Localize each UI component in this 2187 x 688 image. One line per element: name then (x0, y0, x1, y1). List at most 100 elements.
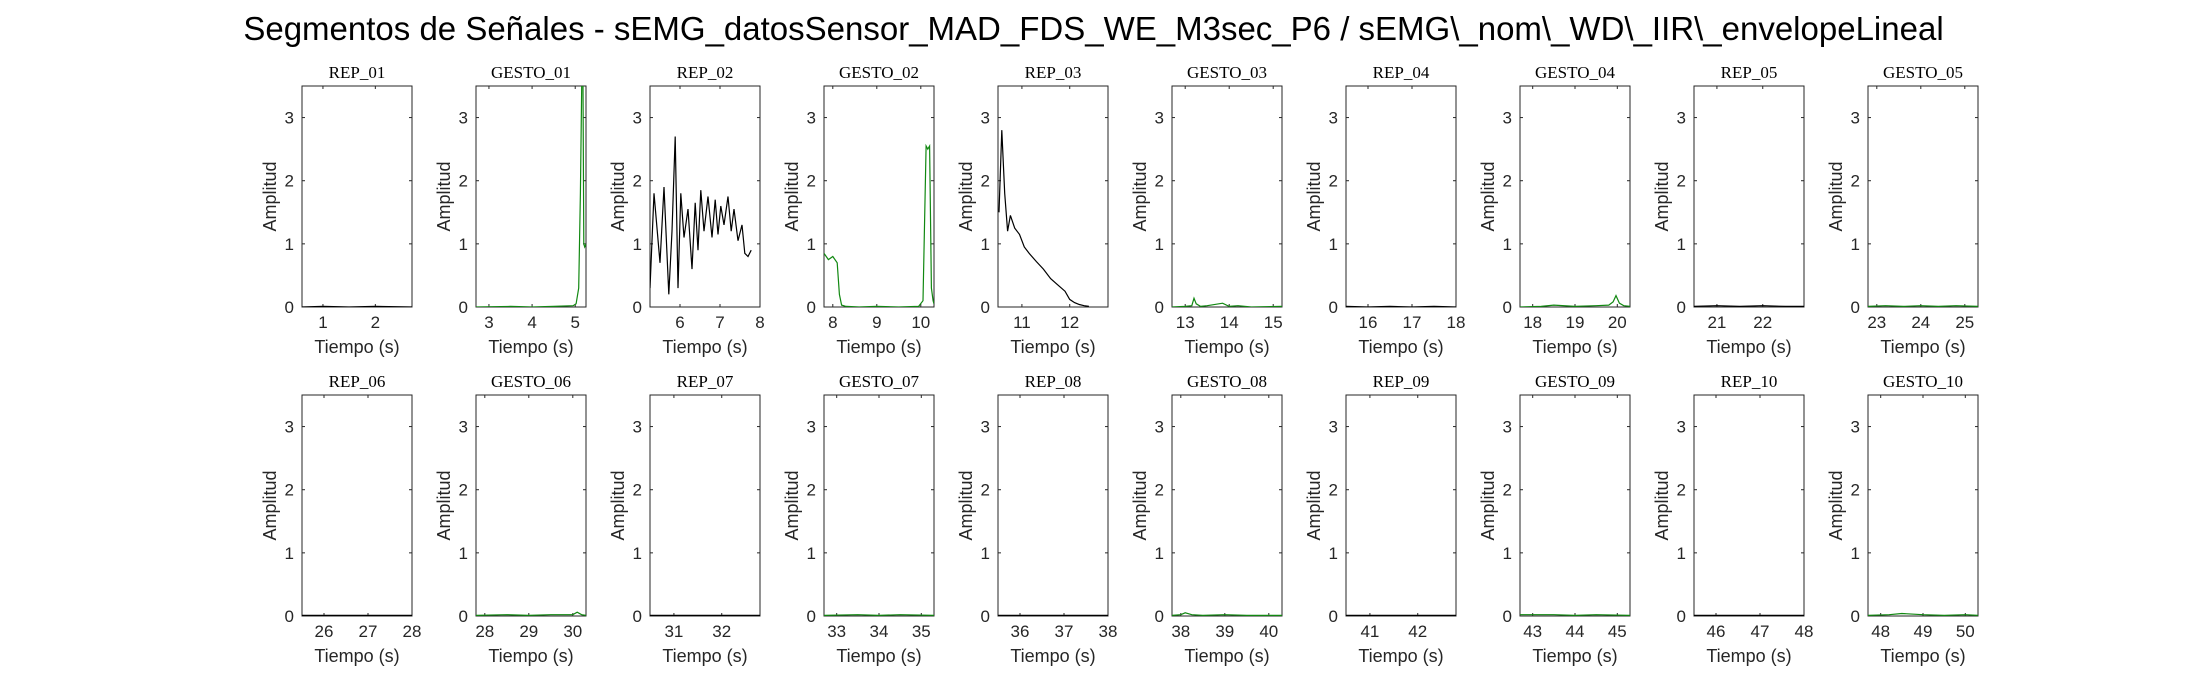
subplot: 0 1 2 3 8 9 10 Tiempo (s) Amplitud GESTO_02 (782, 63, 935, 357)
x-tick-label: 42 (1408, 622, 1427, 641)
subplot-title: REP_01 (329, 63, 386, 82)
y-tick-label: 1 (1503, 235, 1512, 254)
y-tick-label: 3 (1329, 418, 1338, 437)
x-tick-label: 43 (1523, 622, 1542, 641)
y-tick-label: 2 (1503, 481, 1512, 500)
y-tick-label: 0 (1503, 298, 1512, 317)
y-tick-label: 2 (1503, 172, 1512, 191)
x-axis-label: Tiempo (s) (1532, 646, 1617, 666)
series-line (1346, 305, 1456, 307)
axes-box (997, 394, 1109, 617)
series-line (476, 86, 586, 307)
y-axis-label: Amplitud (1826, 161, 1846, 231)
x-tick-label: 23 (1867, 313, 1886, 332)
x-tick-label: 41 (1360, 622, 1379, 641)
series-line (1868, 612, 1978, 616)
y-tick-label: 0 (633, 607, 642, 626)
y-tick-label: 1 (459, 544, 468, 563)
subplot: 0 1 2 3 28 29 30 Tiempo (s) Amplitud GESTO_06 (434, 372, 587, 666)
x-tick-label: 28 (403, 622, 422, 641)
x-tick-label: 35 (912, 622, 931, 641)
y-axis-label: Amplitud (260, 161, 280, 231)
subplot-title: REP_04 (1373, 63, 1430, 82)
x-tick-label: 4 (527, 313, 536, 332)
axes-box (1867, 394, 1979, 617)
y-tick-label: 0 (459, 607, 468, 626)
x-axis-label: Tiempo (s) (1880, 646, 1965, 666)
x-tick-label: 13 (1176, 313, 1195, 332)
y-axis-label: Amplitud (1478, 470, 1498, 540)
subplot-title: REP_07 (677, 372, 734, 391)
y-axis-label: Amplitud (1304, 470, 1324, 540)
x-tick-label: 31 (664, 622, 683, 641)
subplot-title: REP_06 (329, 372, 386, 391)
axes-box (1693, 394, 1805, 617)
y-tick-label: 0 (1155, 607, 1164, 626)
y-tick-label: 3 (1677, 418, 1686, 437)
y-tick-label: 1 (285, 544, 294, 563)
y-tick-label: 2 (1851, 481, 1860, 500)
y-tick-label: 1 (1155, 235, 1164, 254)
x-tick-label: 18 (1523, 313, 1542, 332)
subplot: 0 1 2 3 6 7 8 Tiempo (s) Amplitud REP_02 (608, 63, 765, 357)
y-tick-label: 3 (633, 418, 642, 437)
y-tick-label: 0 (633, 298, 642, 317)
y-tick-label: 2 (1329, 481, 1338, 500)
subplot-title: GESTO_09 (1535, 372, 1615, 391)
y-tick-label: 1 (459, 235, 468, 254)
y-axis-label: Amplitud (956, 470, 976, 540)
axes-box (823, 394, 935, 617)
subplot: 0 1 2 3 13 14 15 Tiempo (s) Amplitud GESTO_03 (1130, 63, 1283, 357)
y-axis-label: Amplitud (782, 470, 802, 540)
y-tick-label: 1 (633, 235, 642, 254)
x-tick-label: 50 (1956, 622, 1975, 641)
y-tick-label: 0 (1677, 607, 1686, 626)
y-tick-label: 0 (981, 607, 990, 626)
x-tick-label: 16 (1359, 313, 1378, 332)
subplot: 0 1 2 3 3 4 5 Tiempo (s) Amplitud GESTO_01 (434, 63, 587, 357)
subplot: 0 1 2 3 43 44 45 Tiempo (s) Amplitud GESTO_09 (1478, 372, 1631, 666)
y-tick-label: 0 (1329, 298, 1338, 317)
y-axis-label: Amplitud (1652, 161, 1672, 231)
x-tick-label: 20 (1608, 313, 1627, 332)
y-tick-label: 1 (1677, 235, 1686, 254)
x-axis-label: Tiempo (s) (488, 646, 573, 666)
x-tick-label: 33 (827, 622, 846, 641)
x-tick-label: 15 (1264, 313, 1283, 332)
x-tick-label: 27 (359, 622, 378, 641)
y-tick-label: 0 (1851, 298, 1860, 317)
series-line (476, 611, 586, 616)
x-axis-label: Tiempo (s) (836, 337, 921, 357)
x-tick-label: 44 (1566, 622, 1585, 641)
y-tick-label: 3 (459, 109, 468, 128)
y-tick-label: 3 (1155, 418, 1164, 437)
series-line (1694, 305, 1804, 307)
y-tick-label: 2 (459, 172, 468, 191)
x-axis-label: Tiempo (s) (1184, 646, 1269, 666)
series-line (1520, 294, 1630, 307)
y-tick-label: 3 (1155, 109, 1164, 128)
y-tick-label: 2 (285, 172, 294, 191)
y-tick-label: 1 (1329, 544, 1338, 563)
y-axis-label: Amplitud (434, 161, 454, 231)
y-tick-label: 2 (285, 481, 294, 500)
x-tick-label: 48 (1871, 622, 1890, 641)
series-line (1520, 614, 1630, 616)
subplot-title: GESTO_05 (1883, 63, 1963, 82)
x-axis-label: Tiempo (s) (1706, 337, 1791, 357)
y-tick-label: 2 (1329, 172, 1338, 191)
y-tick-label: 3 (1851, 418, 1860, 437)
subplot-title: REP_03 (1025, 63, 1082, 82)
y-axis-label: Amplitud (782, 161, 802, 231)
x-tick-label: 11 (1013, 313, 1031, 332)
x-tick-label: 36 (1011, 622, 1030, 641)
x-tick-label: 47 (1751, 622, 1770, 641)
y-tick-label: 3 (981, 418, 990, 437)
axes-box (823, 85, 935, 308)
series-line (1868, 305, 1978, 307)
y-tick-label: 0 (285, 298, 294, 317)
x-axis-label: Tiempo (s) (1010, 646, 1095, 666)
